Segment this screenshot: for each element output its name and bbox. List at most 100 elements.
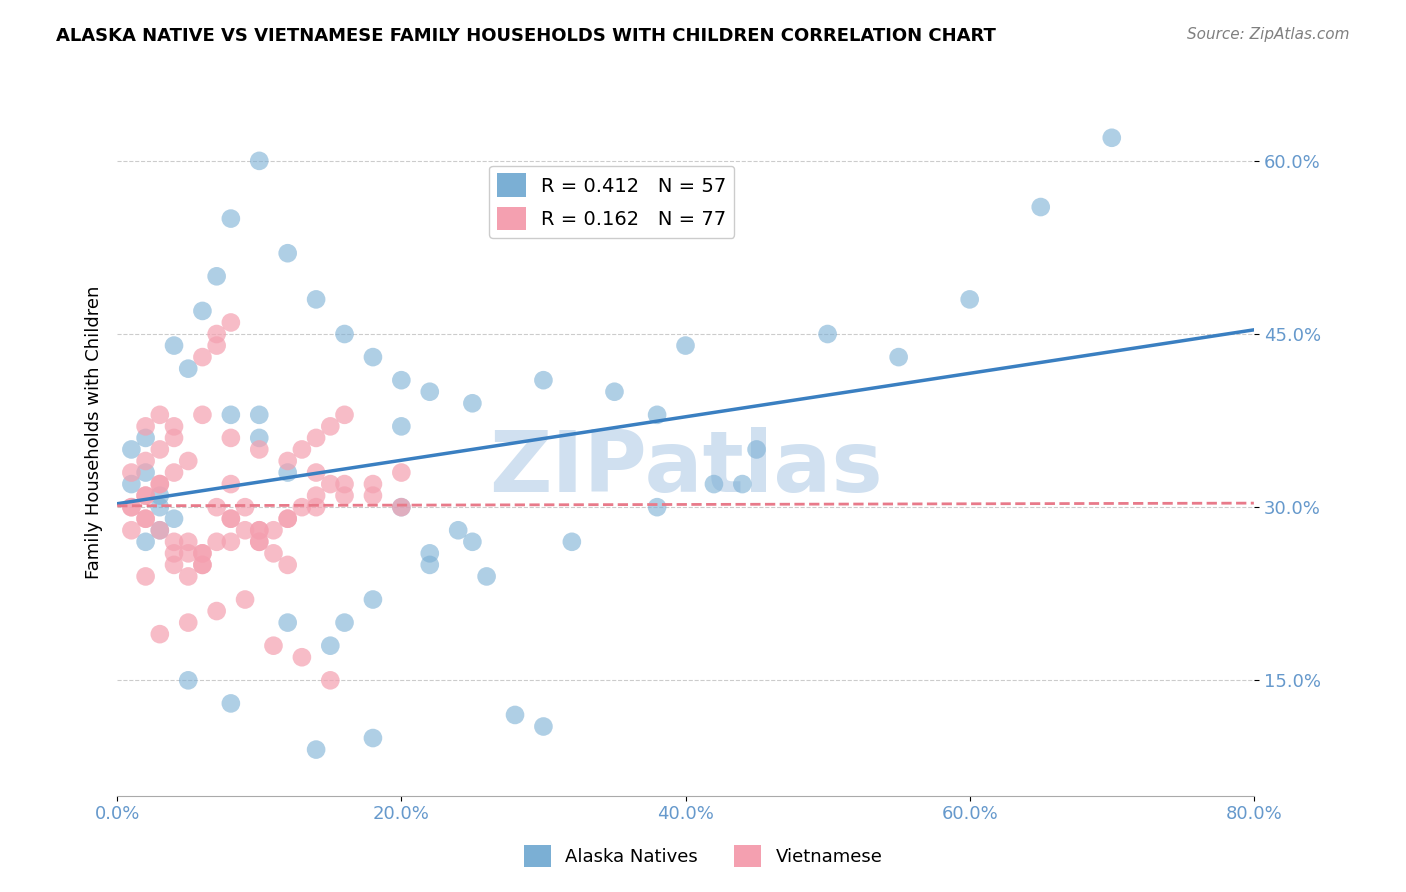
Point — [120, 477, 142, 491]
Point — [361, 350, 384, 364]
Point — [247, 534, 270, 549]
Point — [703, 477, 725, 491]
Point — [205, 326, 228, 341]
Point — [149, 627, 172, 641]
Point — [247, 442, 270, 457]
Point — [149, 500, 172, 515]
Point — [177, 534, 200, 549]
Point — [205, 338, 228, 352]
Point — [419, 384, 441, 399]
Point — [135, 569, 157, 583]
Point — [135, 454, 157, 468]
Point — [120, 442, 142, 457]
Point — [675, 338, 697, 352]
Point — [389, 500, 412, 515]
Point — [291, 650, 314, 665]
Y-axis label: Family Households with Children: Family Households with Children — [86, 285, 103, 579]
Point — [219, 534, 242, 549]
Point — [319, 477, 342, 491]
Point — [247, 523, 270, 537]
Point — [731, 477, 754, 491]
Point — [191, 350, 214, 364]
Point — [233, 500, 256, 515]
Point — [277, 558, 299, 572]
Point — [205, 604, 228, 618]
Point — [419, 558, 441, 572]
Point — [291, 500, 314, 515]
Point — [361, 477, 384, 491]
Point — [219, 408, 242, 422]
Point — [135, 466, 157, 480]
Point — [247, 153, 270, 168]
Point — [305, 489, 328, 503]
Point — [219, 512, 242, 526]
Point — [291, 442, 314, 457]
Text: ALASKA NATIVE VS VIETNAMESE FAMILY HOUSEHOLDS WITH CHILDREN CORRELATION CHART: ALASKA NATIVE VS VIETNAMESE FAMILY HOUSE… — [56, 27, 995, 45]
Point — [959, 293, 981, 307]
Point — [305, 742, 328, 756]
Point — [389, 466, 412, 480]
Point — [361, 592, 384, 607]
Point — [305, 293, 328, 307]
Point — [149, 477, 172, 491]
Legend: R = 0.412   N = 57, R = 0.162   N = 77: R = 0.412 N = 57, R = 0.162 N = 77 — [489, 166, 734, 238]
Point — [219, 211, 242, 226]
Point — [177, 546, 200, 560]
Point — [389, 500, 412, 515]
Point — [263, 523, 285, 537]
Legend: Alaska Natives, Vietnamese: Alaska Natives, Vietnamese — [516, 838, 890, 874]
Point — [135, 431, 157, 445]
Point — [120, 466, 142, 480]
Point — [817, 326, 839, 341]
Point — [219, 697, 242, 711]
Point — [461, 534, 484, 549]
Point — [219, 477, 242, 491]
Point — [277, 454, 299, 468]
Point — [149, 523, 172, 537]
Point — [219, 512, 242, 526]
Point — [135, 419, 157, 434]
Point — [745, 442, 768, 457]
Point — [149, 408, 172, 422]
Point — [163, 466, 186, 480]
Point — [191, 558, 214, 572]
Point — [163, 558, 186, 572]
Point — [163, 419, 186, 434]
Point — [361, 731, 384, 745]
Point — [461, 396, 484, 410]
Point — [120, 523, 142, 537]
Point — [191, 304, 214, 318]
Point — [163, 534, 186, 549]
Point — [177, 673, 200, 688]
Point — [561, 534, 583, 549]
Point — [277, 466, 299, 480]
Point — [319, 673, 342, 688]
Point — [149, 489, 172, 503]
Point — [277, 512, 299, 526]
Point — [191, 546, 214, 560]
Point — [603, 384, 626, 399]
Point — [333, 326, 356, 341]
Point — [177, 615, 200, 630]
Text: ZIPatlas: ZIPatlas — [489, 427, 883, 510]
Point — [887, 350, 910, 364]
Point — [135, 489, 157, 503]
Point — [333, 408, 356, 422]
Point — [135, 534, 157, 549]
Point — [333, 477, 356, 491]
Point — [389, 373, 412, 387]
Point — [319, 639, 342, 653]
Point — [120, 500, 142, 515]
Point — [163, 338, 186, 352]
Point — [247, 534, 270, 549]
Point — [135, 512, 157, 526]
Point — [319, 419, 342, 434]
Point — [163, 546, 186, 560]
Point — [219, 316, 242, 330]
Point — [120, 500, 142, 515]
Point — [191, 558, 214, 572]
Point — [263, 546, 285, 560]
Point — [645, 500, 668, 515]
Point — [1029, 200, 1052, 214]
Point — [503, 708, 526, 723]
